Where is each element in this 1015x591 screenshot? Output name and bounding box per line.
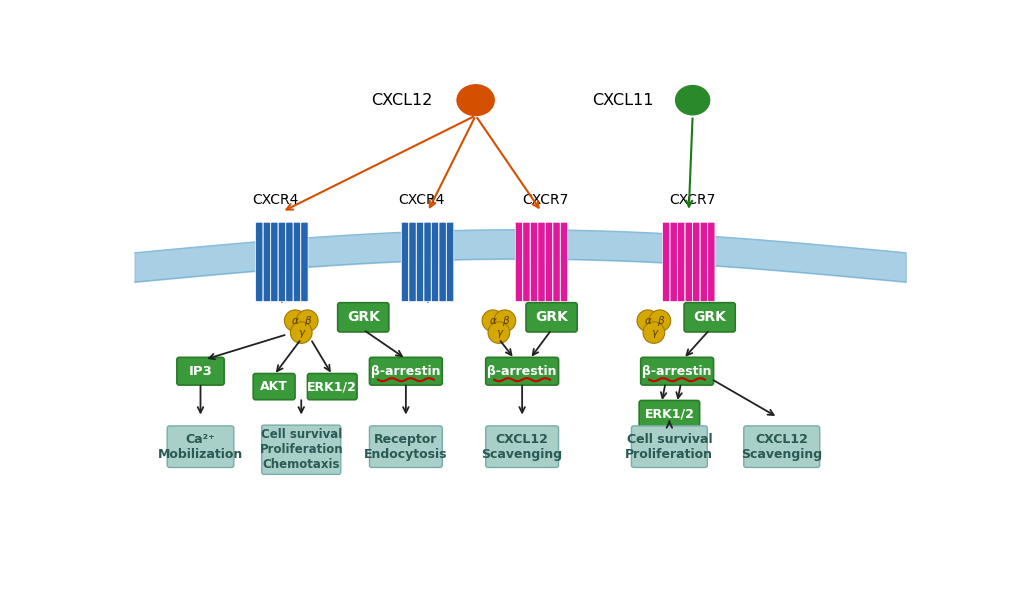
FancyBboxPatch shape (293, 222, 300, 301)
FancyBboxPatch shape (401, 222, 409, 301)
Circle shape (488, 322, 510, 343)
Text: Cell survival
Proliferation
Chemotaxis: Cell survival Proliferation Chemotaxis (260, 428, 343, 471)
FancyBboxPatch shape (640, 358, 714, 385)
Circle shape (284, 310, 307, 332)
FancyBboxPatch shape (308, 374, 357, 400)
FancyBboxPatch shape (692, 222, 700, 301)
FancyBboxPatch shape (278, 222, 285, 301)
Text: β: β (303, 316, 311, 326)
Text: CXCR7: CXCR7 (670, 193, 716, 207)
FancyBboxPatch shape (545, 222, 552, 301)
FancyBboxPatch shape (526, 303, 578, 332)
Text: IP3: IP3 (189, 365, 212, 378)
FancyBboxPatch shape (744, 426, 820, 467)
FancyBboxPatch shape (486, 426, 558, 467)
FancyBboxPatch shape (424, 222, 431, 301)
Text: ERK1/2: ERK1/2 (645, 407, 694, 420)
Text: Receptor
Endocytosis: Receptor Endocytosis (364, 433, 448, 460)
FancyBboxPatch shape (369, 426, 443, 467)
Text: CXCR4: CXCR4 (398, 193, 445, 207)
Text: α: α (645, 316, 652, 326)
FancyBboxPatch shape (486, 358, 558, 385)
Text: CXCR7: CXCR7 (522, 193, 568, 207)
FancyBboxPatch shape (263, 222, 270, 301)
Ellipse shape (676, 86, 709, 115)
FancyBboxPatch shape (523, 222, 530, 301)
Text: γ: γ (298, 327, 304, 337)
Text: Ca²⁺
Mobilization: Ca²⁺ Mobilization (158, 433, 244, 460)
FancyBboxPatch shape (685, 222, 692, 301)
FancyBboxPatch shape (271, 222, 278, 301)
Text: GRK: GRK (693, 310, 726, 324)
FancyBboxPatch shape (431, 222, 438, 301)
FancyBboxPatch shape (262, 425, 341, 475)
Text: AKT: AKT (260, 380, 288, 393)
Text: ERK1/2: ERK1/2 (308, 380, 357, 393)
FancyBboxPatch shape (300, 222, 309, 301)
Circle shape (290, 322, 312, 343)
Text: β: β (657, 316, 663, 326)
Text: GRK: GRK (535, 310, 568, 324)
FancyBboxPatch shape (177, 358, 224, 385)
Circle shape (644, 322, 665, 343)
FancyBboxPatch shape (631, 426, 707, 467)
FancyBboxPatch shape (553, 222, 560, 301)
Circle shape (637, 310, 659, 332)
Circle shape (494, 310, 516, 332)
FancyBboxPatch shape (286, 222, 293, 301)
Text: CXCL11: CXCL11 (593, 93, 654, 108)
Text: GRK: GRK (347, 310, 380, 324)
FancyBboxPatch shape (531, 222, 538, 301)
FancyBboxPatch shape (409, 222, 416, 301)
Text: CXCL12
Scavenging: CXCL12 Scavenging (481, 433, 562, 460)
FancyBboxPatch shape (167, 426, 233, 467)
Text: β-arrestin: β-arrestin (371, 365, 441, 378)
FancyBboxPatch shape (707, 222, 715, 301)
FancyBboxPatch shape (447, 222, 454, 301)
Ellipse shape (457, 85, 494, 116)
Text: β-arrestin: β-arrestin (487, 365, 557, 378)
Circle shape (296, 310, 318, 332)
Circle shape (482, 310, 503, 332)
FancyBboxPatch shape (338, 303, 389, 332)
Circle shape (649, 310, 671, 332)
FancyBboxPatch shape (678, 222, 685, 301)
FancyBboxPatch shape (253, 374, 295, 400)
FancyBboxPatch shape (369, 358, 443, 385)
FancyBboxPatch shape (416, 222, 423, 301)
FancyBboxPatch shape (684, 303, 735, 332)
FancyBboxPatch shape (538, 222, 545, 301)
FancyBboxPatch shape (670, 222, 677, 301)
Text: CXCL12: CXCL12 (371, 93, 433, 108)
FancyBboxPatch shape (256, 222, 263, 301)
Text: β: β (501, 316, 509, 326)
Text: γ: γ (495, 327, 502, 337)
FancyBboxPatch shape (516, 222, 523, 301)
Text: γ: γ (651, 327, 657, 337)
Text: CXCR4: CXCR4 (253, 193, 298, 207)
FancyBboxPatch shape (700, 222, 707, 301)
FancyBboxPatch shape (663, 222, 670, 301)
FancyBboxPatch shape (560, 222, 567, 301)
FancyBboxPatch shape (439, 222, 447, 301)
Text: β-arrestin: β-arrestin (642, 365, 712, 378)
Text: α: α (489, 316, 496, 326)
Text: Cell survival
Proliferation: Cell survival Proliferation (625, 433, 714, 460)
FancyBboxPatch shape (639, 401, 699, 427)
Text: α: α (292, 316, 298, 326)
Text: CXCL12
Scavenging: CXCL12 Scavenging (741, 433, 822, 460)
